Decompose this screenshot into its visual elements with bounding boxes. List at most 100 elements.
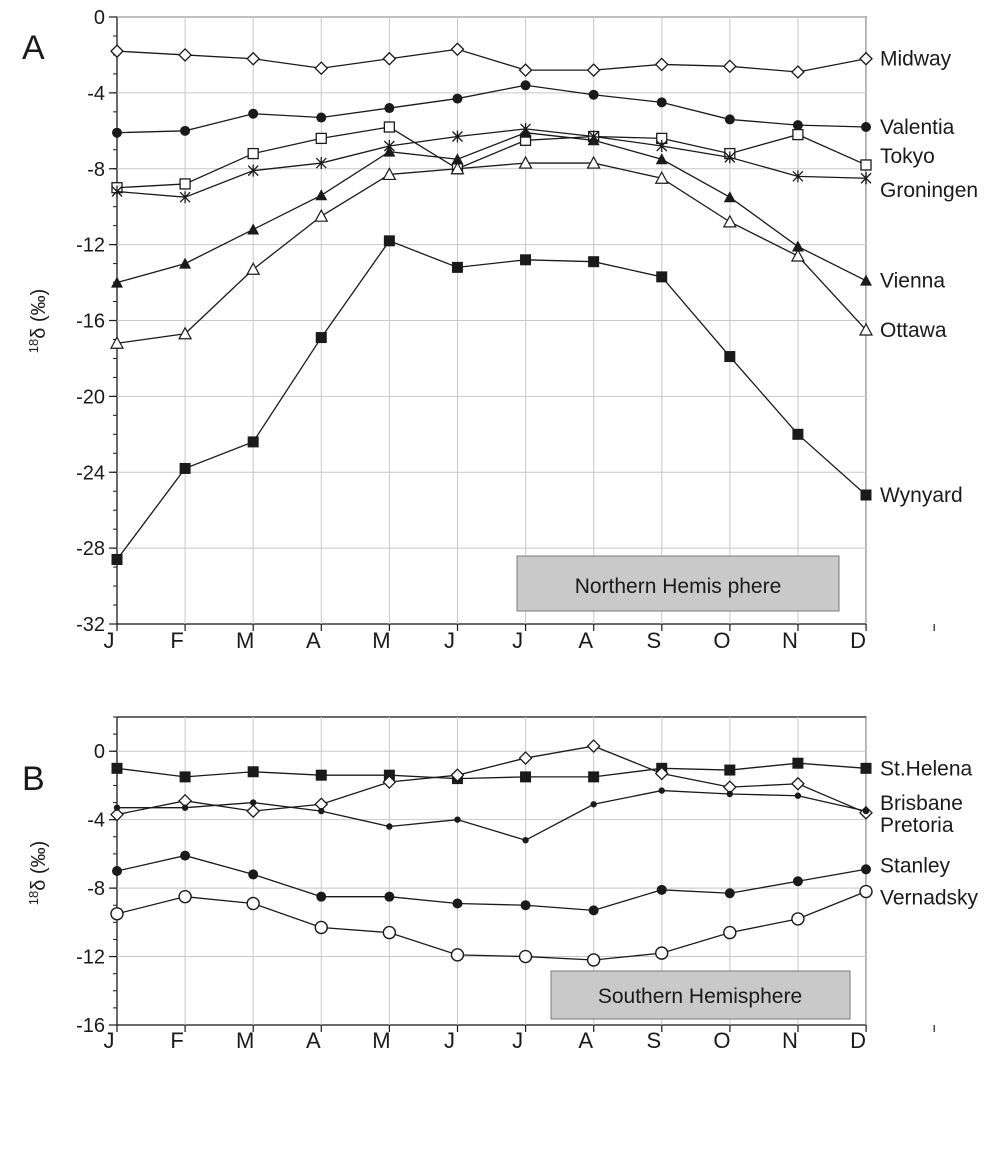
x-tick-label: O xyxy=(713,628,730,653)
y-tick-label: -16 xyxy=(76,311,105,333)
data-point-st-helena xyxy=(792,757,804,769)
data-point-groningen xyxy=(860,172,872,185)
y-tick-label: 0 xyxy=(94,741,105,763)
series-line-vienna xyxy=(116,132,867,284)
data-point-valentia xyxy=(248,108,259,119)
y-axis-label-main-b: δ (‰) xyxy=(28,841,50,891)
series-label-vienna: Vienna xyxy=(880,270,945,293)
data-point-wynyard xyxy=(656,271,668,283)
x-tick-label: S xyxy=(646,1028,661,1053)
y-tick-label: -20 xyxy=(76,386,105,408)
data-point-vernadsky xyxy=(586,953,601,967)
series-line-brisbane xyxy=(116,745,867,816)
data-point-valentia xyxy=(452,93,463,104)
data-point-groningen xyxy=(179,191,191,204)
data-point-stanley xyxy=(248,869,259,880)
series-label-ottawa: Ottawa xyxy=(880,319,947,342)
y-axis-label-sup-b: 18 xyxy=(26,891,41,905)
series-labels-a: Midway Valentia Tokyo Groningen Vienna Ottawa… xyxy=(880,48,978,507)
y-tick-label: -32 xyxy=(76,614,105,636)
data-point-tokyo xyxy=(247,147,259,160)
data-point-pretoria xyxy=(181,804,189,811)
panel-southern-hemisphere: 0 -4 -8 -12 -16 J F M A M J J A S O N D St.Helena Brisba… xyxy=(22,716,979,1053)
data-point-wynyard xyxy=(724,351,736,363)
data-point-vienna xyxy=(383,145,396,157)
data-point-pretoria xyxy=(862,807,870,815)
data-point-tokyo xyxy=(315,132,327,145)
data-point-pretoria xyxy=(658,787,665,794)
data-point-pretoria xyxy=(113,804,121,811)
data-point-tokyo xyxy=(860,159,872,171)
data-point-pretoria xyxy=(726,790,734,798)
data-point-pretoria xyxy=(454,816,461,823)
x-tick-label: A xyxy=(306,628,321,653)
data-point-wynyard xyxy=(520,254,532,266)
y-axis-label-b: 18δ (‰) xyxy=(26,841,50,905)
data-point-valentia xyxy=(792,120,803,131)
data-point-midway xyxy=(654,57,669,72)
y-axis-label-main-a: δ (‰) xyxy=(28,289,50,339)
data-point-ottawa xyxy=(382,167,397,181)
series-midway xyxy=(110,42,873,79)
x-tick-label: F xyxy=(170,1028,183,1053)
data-point-stanley xyxy=(384,891,395,902)
data-point-valentia xyxy=(861,122,871,133)
data-point-vienna xyxy=(179,257,192,269)
series-tokyo xyxy=(111,121,872,194)
panel-label-b: B xyxy=(22,760,45,798)
y-tick-label: -12 xyxy=(76,947,105,969)
data-point-valentia xyxy=(656,97,667,108)
series-a xyxy=(109,42,874,566)
y-tick-label: -8 xyxy=(87,159,105,181)
y-tick-label: -24 xyxy=(76,462,105,484)
data-point-tokyo xyxy=(792,128,804,141)
series-line-tokyo xyxy=(116,126,867,189)
data-point-midway xyxy=(314,61,329,76)
data-point-brisbane xyxy=(586,739,601,754)
data-point-midway xyxy=(382,51,397,66)
data-point-ottawa xyxy=(246,262,261,275)
data-point-midway xyxy=(450,42,465,57)
data-point-ottawa xyxy=(790,248,805,262)
data-point-brisbane xyxy=(450,768,465,783)
data-point-valentia xyxy=(588,89,599,100)
data-point-valentia xyxy=(724,114,735,125)
data-point-ottawa xyxy=(314,208,329,222)
y-ticks-b: 0 -4 -8 -12 -16 xyxy=(76,716,117,1037)
data-point-stanley xyxy=(861,864,871,875)
series-st-helena xyxy=(111,757,872,785)
y-axis-label-a: 18δ (‰) xyxy=(26,289,50,353)
data-point-valentia xyxy=(180,125,191,136)
data-point-st-helena xyxy=(247,766,259,778)
y-tick-label: 0 xyxy=(94,7,105,29)
data-point-midway xyxy=(246,51,261,66)
data-point-ottawa xyxy=(178,326,193,340)
data-point-vernadsky xyxy=(791,912,805,926)
data-point-vernadsky xyxy=(723,925,737,940)
x-tick-label: J xyxy=(444,1028,455,1053)
legend-box-a-text: Northern Hemis phere xyxy=(575,575,782,598)
y-tick-label: -12 xyxy=(76,235,105,257)
series-line-groningen xyxy=(116,128,867,198)
series-label-valentia: Valentia xyxy=(880,116,955,139)
data-point-ottawa xyxy=(654,170,669,184)
data-point-wynyard xyxy=(383,235,395,247)
data-point-pretoria xyxy=(249,799,257,806)
x-tick-label: M xyxy=(236,628,254,653)
data-point-brisbane xyxy=(654,766,669,781)
data-point-groningen xyxy=(451,130,463,143)
x-tick-label: A xyxy=(306,1028,321,1053)
x-tick-label: F xyxy=(170,628,183,653)
legend-box-b: Southern Hemisphere xyxy=(550,970,851,1020)
data-point-wynyard xyxy=(792,428,804,440)
series-vernadsky xyxy=(110,884,873,967)
data-point-valentia xyxy=(316,112,327,123)
data-point-wynyard xyxy=(588,256,600,268)
data-point-st-helena xyxy=(860,762,872,774)
x-tick-label: J xyxy=(512,628,523,653)
data-point-stanley xyxy=(792,876,803,887)
data-point-stanley xyxy=(588,905,599,916)
series-line-pretoria xyxy=(117,789,867,841)
